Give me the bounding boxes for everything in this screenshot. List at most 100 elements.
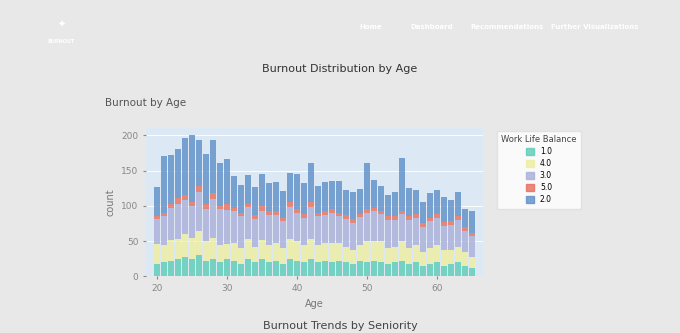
Y-axis label: count: count [106, 188, 116, 216]
Bar [329, 181, 335, 209]
Bar [238, 213, 244, 216]
Bar [392, 216, 398, 220]
Bar [160, 262, 167, 276]
Bar [252, 215, 258, 218]
Bar [266, 183, 272, 211]
Bar [343, 218, 349, 247]
Bar [210, 199, 216, 237]
Bar [435, 245, 440, 262]
Bar [259, 206, 265, 211]
Legend: 1.0, 4.0, 3.0, 5.0, 2.0: 1.0, 4.0, 3.0, 5.0, 2.0 [496, 131, 581, 209]
Bar [322, 211, 328, 215]
Bar [287, 173, 293, 201]
Bar [189, 206, 194, 237]
Bar [238, 248, 244, 264]
Text: BURNOUT: BURNOUT [48, 39, 75, 44]
Bar [343, 215, 349, 218]
Bar [224, 204, 230, 210]
Bar [378, 214, 384, 241]
Bar [273, 243, 279, 261]
Bar [210, 237, 216, 259]
Bar [182, 194, 188, 200]
Bar [420, 252, 426, 266]
Bar [322, 215, 328, 243]
Bar [413, 245, 419, 262]
Bar [371, 211, 377, 241]
Bar [435, 214, 440, 218]
Bar [329, 262, 335, 276]
Bar [238, 216, 244, 248]
Bar [357, 213, 363, 217]
Bar [364, 213, 370, 241]
Bar [371, 180, 377, 208]
Bar [168, 204, 173, 208]
Bar [448, 200, 454, 221]
Bar [456, 192, 461, 216]
Bar [252, 262, 258, 276]
Bar [175, 259, 181, 276]
Bar [462, 230, 469, 252]
Bar [336, 213, 342, 216]
Bar [308, 239, 314, 259]
Bar [168, 155, 173, 204]
Bar [462, 266, 469, 276]
Bar [154, 187, 160, 216]
Bar [469, 236, 475, 257]
Bar [154, 216, 160, 219]
Bar [392, 220, 398, 247]
Bar [364, 241, 370, 262]
Bar [196, 140, 202, 186]
Bar [336, 181, 342, 213]
Bar [245, 204, 251, 207]
Bar [322, 261, 328, 276]
Bar [301, 218, 307, 245]
Bar [336, 243, 342, 261]
Bar [392, 192, 398, 216]
Bar [371, 241, 377, 261]
Bar [462, 227, 469, 230]
Bar [189, 259, 194, 276]
Bar [294, 213, 300, 241]
Bar [441, 250, 447, 266]
Bar [413, 189, 419, 214]
Bar [406, 248, 412, 264]
Bar [301, 182, 307, 214]
Bar [357, 261, 363, 276]
Bar [399, 261, 405, 276]
Bar [182, 257, 188, 276]
Bar [399, 214, 405, 241]
Bar [378, 262, 384, 276]
Bar [301, 245, 307, 262]
Bar [322, 243, 328, 261]
Bar [280, 264, 286, 276]
Bar [168, 261, 173, 276]
Bar [160, 157, 167, 213]
Bar [343, 247, 349, 262]
Bar [322, 182, 328, 211]
Bar [259, 174, 265, 206]
Bar [196, 255, 202, 276]
Bar [259, 259, 265, 276]
Bar [259, 211, 265, 240]
Bar [168, 208, 173, 240]
Bar [245, 239, 251, 259]
Bar [280, 221, 286, 248]
Bar [462, 209, 469, 227]
Bar [224, 259, 230, 276]
Bar [462, 252, 469, 266]
Bar [385, 195, 391, 216]
Bar [420, 227, 426, 252]
Text: Recommendations: Recommendations [470, 24, 543, 31]
Bar [413, 218, 419, 245]
Bar [329, 242, 335, 262]
Bar [420, 202, 426, 223]
Text: Home: Home [359, 24, 382, 31]
Bar [160, 216, 167, 245]
Bar [224, 244, 230, 259]
Bar [266, 215, 272, 245]
Bar [385, 216, 391, 220]
Bar [385, 264, 391, 276]
Bar [441, 225, 447, 250]
Bar [154, 264, 160, 276]
Bar [203, 241, 209, 261]
